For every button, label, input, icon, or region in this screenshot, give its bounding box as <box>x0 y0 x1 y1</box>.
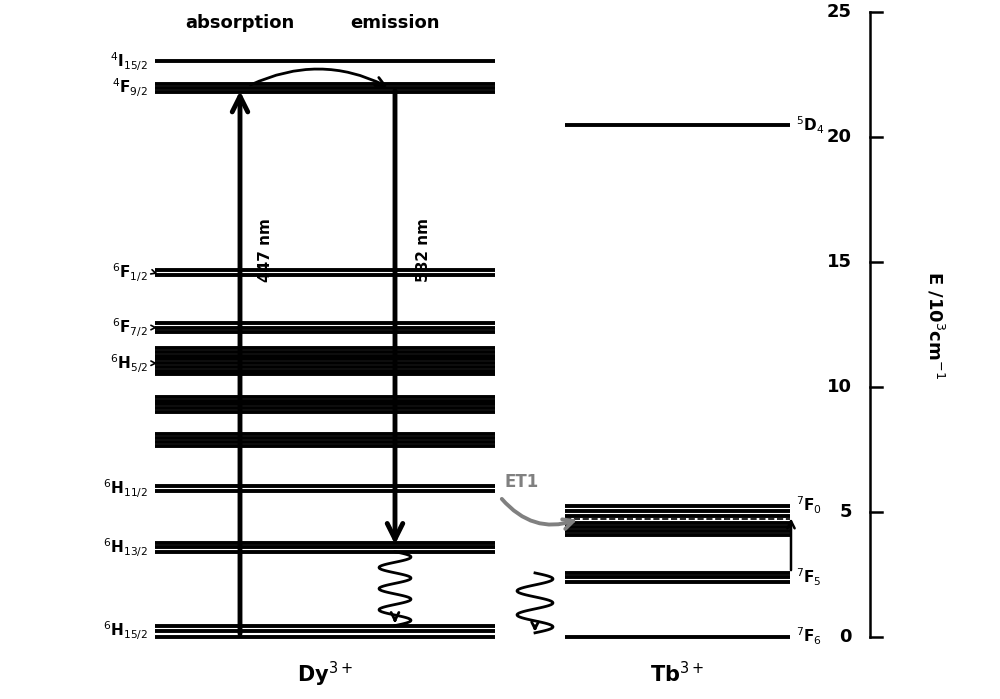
Text: $^6$H$_{15/2}$: $^6$H$_{15/2}$ <box>103 620 148 642</box>
Text: absorption: absorption <box>185 15 295 32</box>
Text: 10: 10 <box>827 378 852 396</box>
Text: $^7$F$_5$: $^7$F$_5$ <box>796 566 822 588</box>
Text: Tb$^{3+}$: Tb$^{3+}$ <box>650 661 705 686</box>
Text: $^6$H$_{11/2}$: $^6$H$_{11/2}$ <box>103 477 148 500</box>
Text: emission: emission <box>350 15 440 32</box>
Text: $^6$F$_{7/2}$: $^6$F$_{7/2}$ <box>112 316 148 339</box>
Text: $^7$F$_6$: $^7$F$_6$ <box>796 626 822 647</box>
Text: 447 nm: 447 nm <box>258 217 272 282</box>
Text: ET1: ET1 <box>505 473 539 491</box>
Text: $^7$F$_0$: $^7$F$_0$ <box>796 495 822 517</box>
Text: $^5$D$_4$: $^5$D$_4$ <box>796 114 824 136</box>
Text: 5: 5 <box>840 503 852 521</box>
Text: 15: 15 <box>827 253 852 271</box>
Text: 20: 20 <box>827 129 852 146</box>
Text: 0: 0 <box>840 628 852 646</box>
Text: 582 nm: 582 nm <box>416 217 431 282</box>
Text: $^6$F$_{1/2}$: $^6$F$_{1/2}$ <box>112 261 148 284</box>
Text: E /10$^3$cm$^{-1}$: E /10$^3$cm$^{-1}$ <box>924 271 946 378</box>
Text: $^4$I$_{15/2}$: $^4$I$_{15/2}$ <box>110 50 148 73</box>
Text: $^6$H$_{5/2}$: $^6$H$_{5/2}$ <box>110 352 148 375</box>
Text: $^4$F$_{9/2}$: $^4$F$_{9/2}$ <box>112 77 148 99</box>
Text: 25: 25 <box>827 3 852 22</box>
Text: $^6$H$_{13/2}$: $^6$H$_{13/2}$ <box>103 536 148 559</box>
Text: Dy$^{3+}$: Dy$^{3+}$ <box>297 659 353 689</box>
